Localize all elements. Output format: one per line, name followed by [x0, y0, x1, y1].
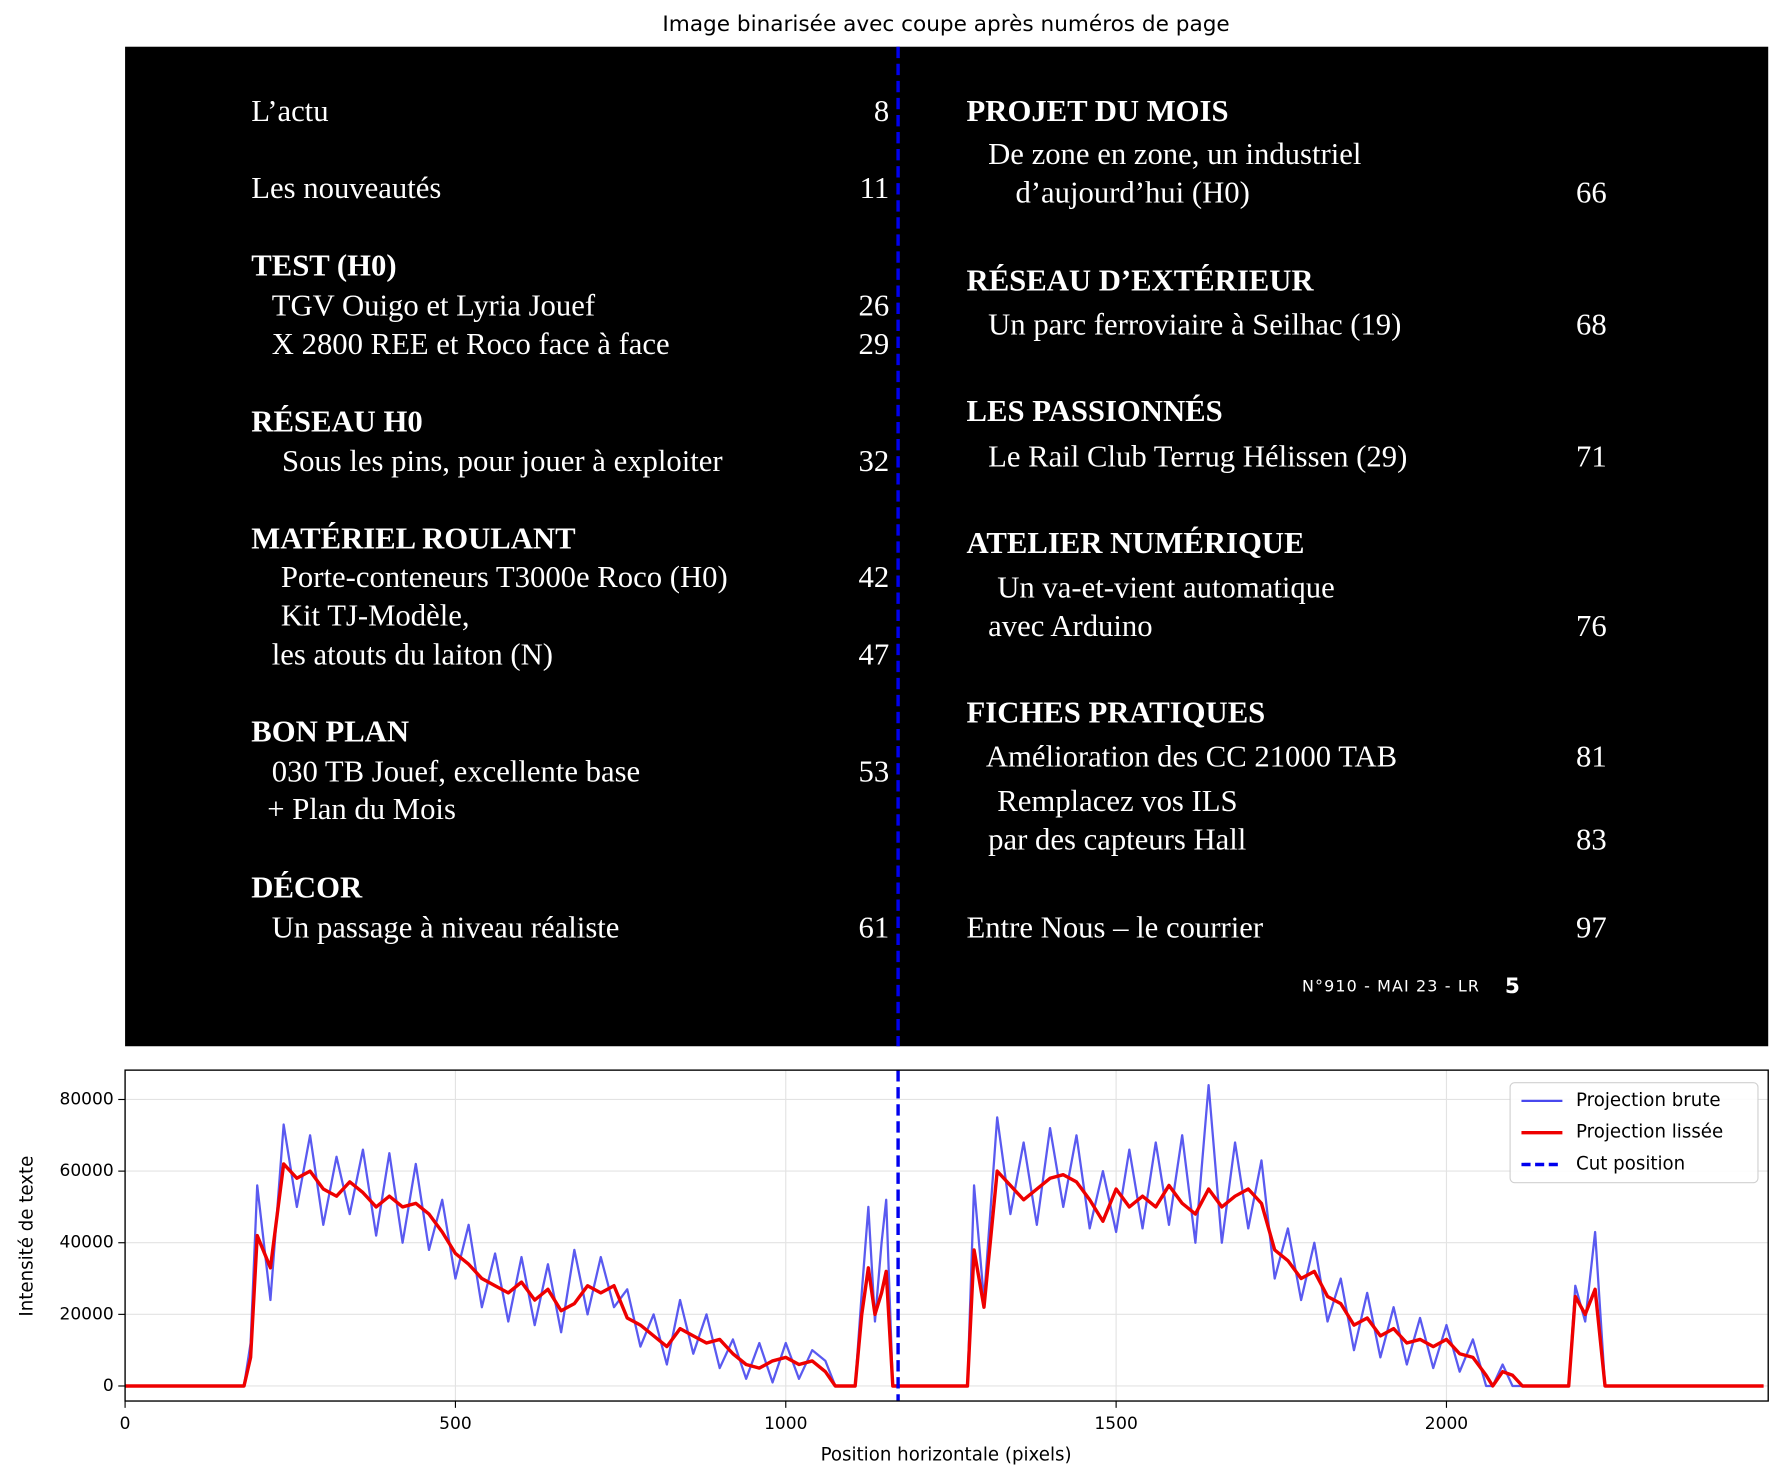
- y-tick-label: 40000: [59, 1233, 113, 1253]
- x-tick-label: 0: [120, 1414, 131, 1434]
- section-heading: RÉSEAU D’EXTÉRIEUR: [967, 262, 1315, 297]
- page-number: 83: [1576, 823, 1607, 857]
- page-number: 68: [1576, 308, 1607, 342]
- plot-frame: [124, 1069, 1769, 1402]
- section-heading: TEST (H0): [251, 249, 396, 283]
- section-heading: MATÉRIEL ROULANT: [251, 520, 575, 555]
- toc-entry: avec Arduino: [988, 609, 1152, 643]
- section-heading: FICHES PRATIQUES: [967, 695, 1266, 729]
- footer: N°910 - MAI 23 - LR: [1302, 977, 1480, 996]
- y-tick-label: 0: [103, 1376, 114, 1396]
- page-number: 32: [859, 444, 890, 478]
- toc-entry: Un va-et-vient automatique: [997, 570, 1334, 604]
- toc-entry: Un parc ferroviaire à Seilhac (19): [988, 308, 1401, 342]
- page-number: 29: [859, 327, 890, 361]
- footer-page: 5: [1505, 974, 1520, 999]
- y-tick-label: 20000: [59, 1304, 113, 1324]
- series-line: [125, 1162, 1764, 1388]
- y-axis-label: Intensité de texte: [16, 1156, 37, 1317]
- x-tick-label: 1500: [1094, 1414, 1137, 1434]
- toc-entry: par des capteurs Hall: [988, 823, 1246, 857]
- page-number: 11: [860, 171, 890, 205]
- section-heading: LES PASSIONNÉS: [967, 393, 1223, 428]
- x-tick-label: 2000: [1425, 1414, 1468, 1434]
- toc-entry: + Plan du Mois: [267, 792, 456, 826]
- page-number: 71: [1576, 440, 1607, 474]
- toc-entry: X 2800 REE et Roco face à face: [272, 327, 670, 361]
- image-title: Image binarisée avec coupe après numéros…: [662, 12, 1229, 37]
- toc-entry: Porte-conteneurs T3000e Roco (H0): [281, 560, 728, 594]
- legend-label: Cut position: [1576, 1154, 1685, 1175]
- section-heading: BON PLAN: [251, 715, 409, 749]
- toc-entry: Les nouveautés: [251, 171, 441, 205]
- toc-entry: Remplacez vos ILS: [997, 784, 1237, 818]
- toc-entry: Kit TJ-Modèle,: [281, 599, 470, 633]
- section-heading: RÉSEAU H0: [251, 403, 422, 438]
- page-number: 66: [1576, 176, 1607, 210]
- toc-entry: Entre Nous – le courrier: [967, 910, 1264, 944]
- page-number: 26: [859, 288, 890, 322]
- x-tick-label: 1000: [764, 1414, 807, 1434]
- y-tick-label: 80000: [59, 1089, 113, 1109]
- toc-entry: L’actu: [251, 94, 328, 128]
- page-number: 97: [1576, 910, 1607, 944]
- section-heading: PROJET DU MOIS: [967, 94, 1229, 128]
- toc-entry: TGV Ouigo et Lyria Jouef: [272, 288, 596, 322]
- toc-entry: De zone en zone, un industriel: [988, 137, 1361, 171]
- y-tick-label: 60000: [59, 1161, 113, 1181]
- toc-entry: les atouts du laiton (N): [272, 637, 553, 671]
- section-heading: DÉCOR: [251, 870, 363, 905]
- section-heading: ATELIER NUMÉRIQUE: [967, 525, 1305, 560]
- toc-entry: d’aujourd’hui (H0): [1015, 176, 1249, 210]
- page-number: 47: [859, 637, 890, 671]
- plot-area: [125, 1070, 1769, 1402]
- toc-entry: Un passage à niveau réaliste: [272, 910, 620, 944]
- toc-entry: Amélioration des CC 21000 TAB: [986, 740, 1397, 774]
- binarized-image: [125, 46, 1769, 1047]
- legend-label: Projection lissée: [1576, 1122, 1723, 1143]
- toc-entry: Le Rail Club Terrug Hélissen (29): [988, 440, 1407, 474]
- toc-entry: Sous les pins, pour jouer à exploiter: [282, 444, 723, 478]
- toc-entry: 030 TB Jouef, excellente base: [272, 755, 640, 789]
- x-axis-label: Position horizontale (pixels): [821, 1445, 1072, 1466]
- legend-label: Projection brute: [1576, 1090, 1721, 1111]
- page-number: 8: [874, 94, 889, 128]
- page-number: 61: [859, 910, 890, 944]
- page-number: 81: [1576, 740, 1607, 774]
- page-number: 42: [859, 560, 890, 594]
- x-tick-label: 500: [439, 1414, 472, 1434]
- legend-box: [1509, 1082, 1759, 1184]
- page-number: 53: [859, 755, 890, 789]
- page-number: 76: [1576, 609, 1607, 643]
